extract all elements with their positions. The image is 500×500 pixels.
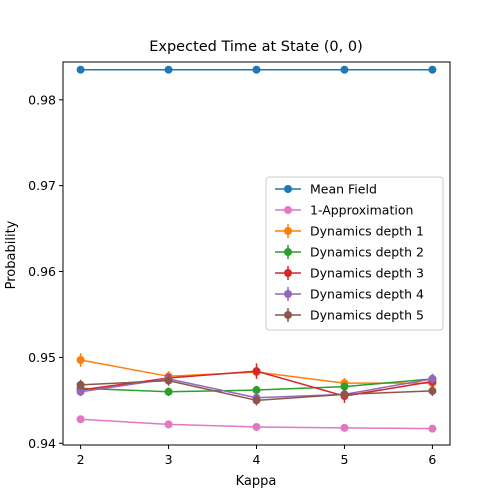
legend-swatch-marker [284, 206, 292, 214]
legend-swatch-marker [284, 185, 292, 193]
data-point [252, 396, 261, 405]
legend-item: Dynamics depth 4 [275, 287, 424, 302]
legend-label: Dynamics depth 3 [310, 266, 424, 281]
series-7 [76, 375, 437, 406]
series-2 [76, 415, 437, 433]
x-tick-label: 4 [253, 452, 261, 467]
legend-item: Dynamics depth 3 [275, 266, 424, 281]
legend-swatch-marker [284, 227, 292, 235]
data-point [76, 415, 85, 424]
legend-item: Dynamics depth 2 [275, 245, 424, 260]
legend: Mean Field 1-Approximation Dynamics depth … [265, 176, 444, 331]
data-point [252, 422, 261, 431]
legend-swatch-marker [284, 269, 292, 277]
legend-label: Dynamics depth 1 [310, 224, 424, 239]
y-tick-label: 0.95 [28, 350, 56, 365]
y-axis-label: Probability [4, 220, 19, 289]
legend-label: Dynamics depth 4 [310, 287, 424, 302]
y-tick-label: 0.98 [28, 92, 56, 107]
data-point [428, 386, 437, 395]
data-point [76, 380, 85, 389]
legend-item: 1-Approximation [275, 203, 413, 218]
data-point [76, 387, 85, 396]
data-point [164, 420, 173, 429]
y-tick-label: 0.96 [28, 264, 56, 279]
data-point [340, 382, 349, 391]
x-axis-label: Kappa [236, 474, 277, 489]
x-tick-label: 5 [340, 452, 348, 467]
x-tick-label: 6 [428, 452, 436, 467]
data-point [428, 65, 437, 74]
legend-swatch-marker [284, 248, 292, 256]
data-point [252, 65, 261, 74]
legend-label: Dynamics depth 2 [310, 245, 424, 260]
legend-label: Dynamics depth 5 [310, 308, 424, 323]
series-1 [76, 65, 437, 74]
plot-area: 2 3 4 5 6 0.94 0.95 0.96 0.97 0.98 [28, 61, 451, 467]
legend-swatch-marker [284, 311, 292, 319]
data-point [428, 424, 437, 433]
legend-label: 1-Approximation [310, 203, 413, 218]
data-point [164, 376, 173, 385]
data-point [428, 374, 437, 383]
x-tick-label: 2 [77, 452, 85, 467]
legend-swatch-marker [284, 290, 292, 298]
data-point [76, 65, 85, 74]
data-point [252, 367, 261, 376]
data-point [340, 423, 349, 432]
chart-title: Expected Time at State (0, 0) [149, 39, 363, 55]
data-point [340, 65, 349, 74]
legend-box [265, 176, 444, 331]
legend-label: Mean Field [310, 182, 377, 197]
data-point [252, 386, 261, 395]
legend-item: Dynamics depth 5 [275, 308, 424, 323]
y-tick-label: 0.94 [28, 436, 56, 451]
data-point [164, 65, 173, 74]
data-point [164, 387, 173, 396]
x-tick-label: 3 [165, 452, 173, 467]
legend-item: Mean Field [275, 182, 377, 197]
data-point [76, 355, 85, 364]
data-point [340, 390, 349, 399]
legend-item: Dynamics depth 1 [275, 224, 424, 239]
y-tick-label: 0.97 [28, 178, 56, 193]
